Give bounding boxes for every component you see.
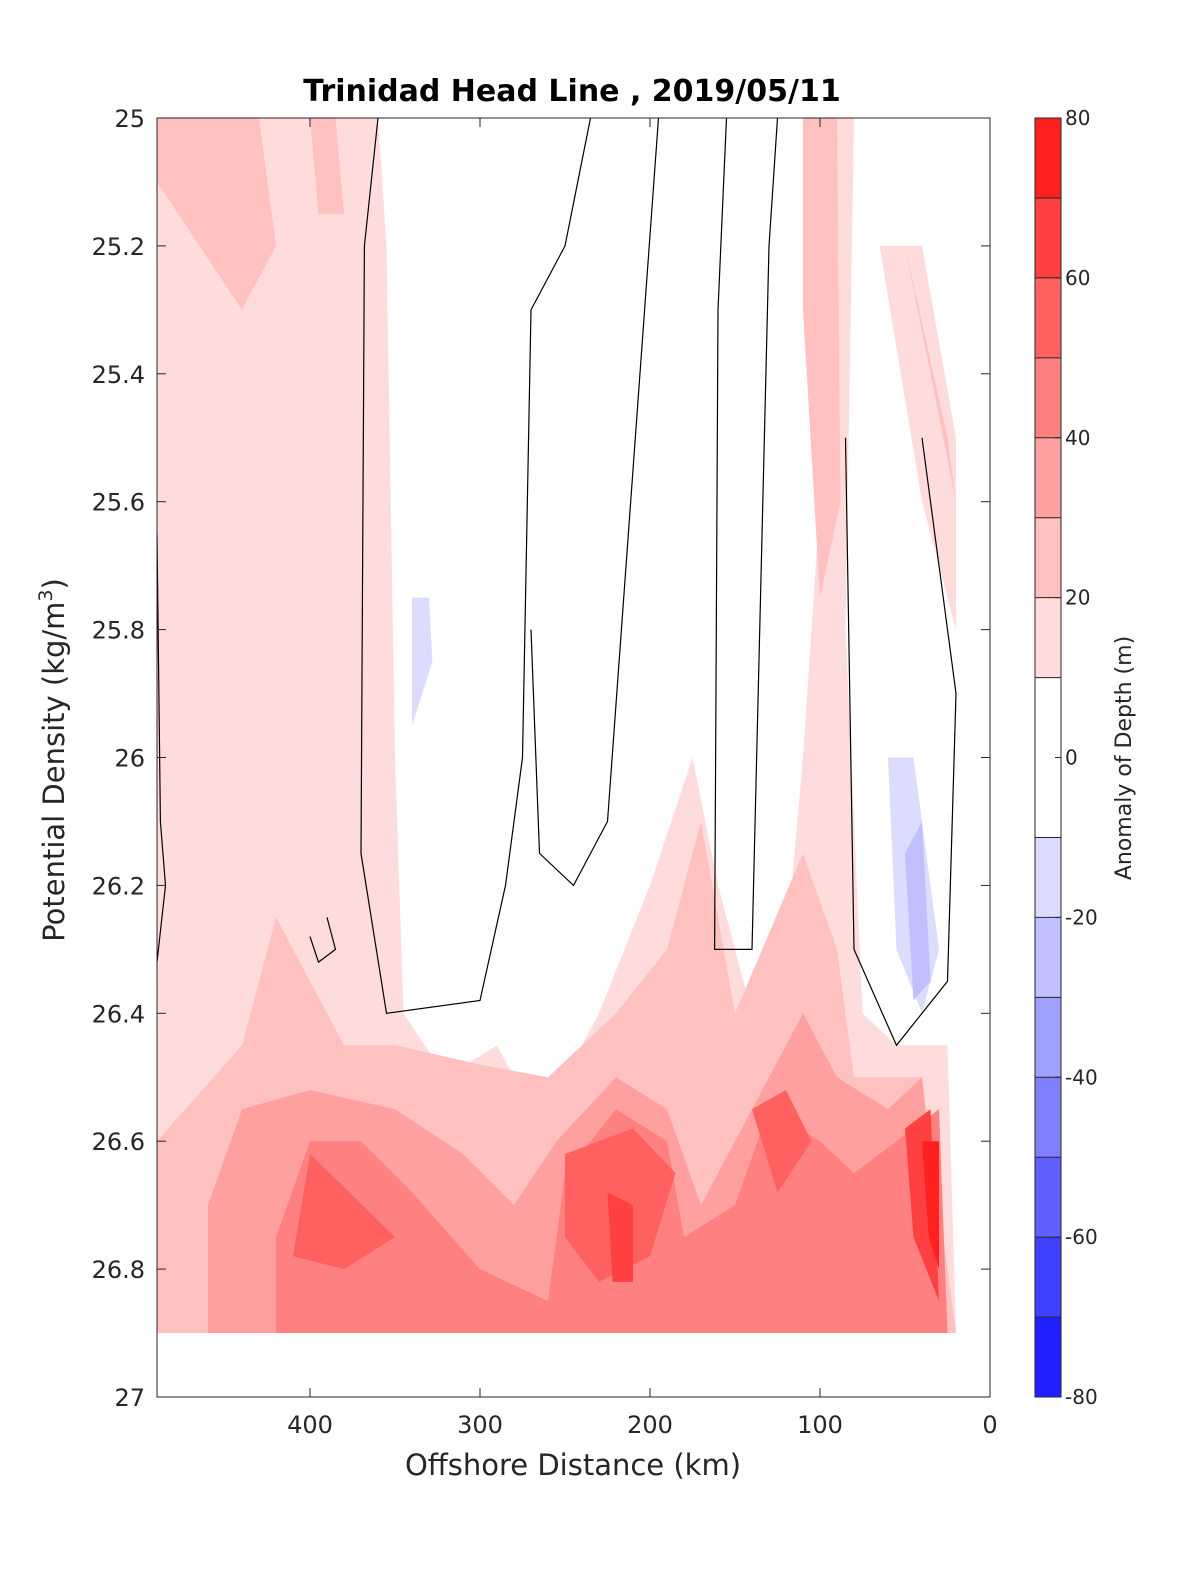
zero-contour-3 bbox=[713, 118, 779, 951]
chart-title: Trinidad Head Line , 2019/05/11 bbox=[303, 74, 840, 109]
plot-area: 400 300 200 100 0 25 25.2 25.4 25.6 25.8 26 26.2 26… bbox=[92, 105, 998, 1439]
colorbar-band bbox=[1035, 357, 1061, 438]
x-tick-label: 400 bbox=[287, 1411, 333, 1439]
y-tick-label: 25.6 bbox=[92, 489, 145, 517]
y-tick-label: 25.8 bbox=[92, 617, 145, 645]
colorbar-band bbox=[1035, 197, 1061, 278]
colorbar-band bbox=[1035, 837, 1061, 918]
x-tick-label: 0 bbox=[982, 1411, 997, 1439]
y-axis-label-suffix: ) bbox=[37, 578, 71, 589]
filled-contours bbox=[157, 118, 956, 1333]
colorbar-tick-label: -20 bbox=[1065, 905, 1098, 929]
y-tick-label: 26.6 bbox=[92, 1128, 145, 1156]
colorbar: 80 60 40 20 0 -20 -40 -60 -80 Anomaly of Depth (… bbox=[1034, 106, 1137, 1409]
colorbar-label: Anomaly of Depth (m) bbox=[1112, 636, 1137, 880]
zero-contour-0 bbox=[157, 533, 167, 963]
x-axis-ticks: 400 300 200 100 0 bbox=[287, 118, 998, 1439]
colorbar-band bbox=[1035, 597, 1061, 678]
contour-region-3 bbox=[310, 118, 344, 214]
contour-region-4 bbox=[803, 118, 841, 598]
y-axis-ticks: 25 25.2 25.4 25.6 25.8 26 26.2 26.4 26.6 26.8 27 bbox=[92, 105, 990, 1412]
colorbar-band bbox=[1035, 997, 1061, 1078]
colorbar-tick-label: 20 bbox=[1065, 586, 1090, 610]
x-axis-label: Offshore Distance (km) bbox=[405, 1448, 741, 1482]
colorbar-tick-label: 60 bbox=[1065, 266, 1090, 290]
colorbar-tick-label: 80 bbox=[1065, 106, 1090, 130]
contour-region-11 bbox=[752, 1090, 812, 1193]
colorbar-band bbox=[1035, 118, 1061, 198]
y-axis-label-main: Potential Density (kg/m bbox=[37, 602, 71, 942]
colorbar-tick-label: 40 bbox=[1065, 426, 1090, 450]
y-axis-label: Potential Density (kg/m3) bbox=[35, 578, 71, 942]
y-axis-label-superscript: 3 bbox=[35, 589, 57, 601]
zero-contour-lines bbox=[157, 118, 957, 1047]
x-tick-label: 200 bbox=[627, 1411, 673, 1439]
y-tick-label: 27 bbox=[114, 1384, 145, 1412]
colorbar-tick-label: -40 bbox=[1065, 1065, 1098, 1089]
contour-region-2 bbox=[157, 118, 276, 310]
contour-region-1 bbox=[879, 245, 956, 630]
y-tick-label: 26.2 bbox=[92, 872, 145, 900]
contour-region-14 bbox=[922, 1141, 939, 1270]
colorbar-tick-label: -80 bbox=[1065, 1385, 1098, 1409]
colorbar-band bbox=[1035, 1237, 1061, 1318]
colorbar-ticks: 80 60 40 20 0 -20 -40 -60 -80 bbox=[1055, 106, 1098, 1409]
colorbar-band bbox=[1035, 437, 1061, 518]
colorbar-band bbox=[1035, 1317, 1061, 1397]
y-tick-label: 26 bbox=[114, 745, 145, 773]
colorbar-band bbox=[1035, 277, 1061, 358]
colorbar-band bbox=[1035, 917, 1061, 998]
contour-region-12 bbox=[607, 1192, 633, 1282]
contour-region-9 bbox=[293, 1154, 395, 1270]
contour-region-19 bbox=[412, 597, 433, 726]
colorbar-bands bbox=[1035, 118, 1061, 1397]
y-tick-label: 25 bbox=[114, 105, 145, 133]
y-tick-label: 25.2 bbox=[92, 233, 145, 261]
contour-region-16 bbox=[582, 245, 667, 694]
colorbar-tick-label: 0 bbox=[1065, 746, 1078, 770]
contour-region-5 bbox=[905, 245, 956, 502]
x-tick-label: 100 bbox=[797, 1411, 843, 1439]
colorbar-tick-label: -60 bbox=[1065, 1225, 1098, 1249]
colorbar-band bbox=[1035, 517, 1061, 598]
y-tick-label: 26.8 bbox=[92, 1256, 145, 1284]
y-tick-label: 26.4 bbox=[92, 1000, 145, 1028]
colorbar-band bbox=[1035, 1077, 1061, 1158]
contour-region-21 bbox=[905, 821, 931, 1001]
zero-contour-2 bbox=[530, 118, 660, 887]
y-tick-label: 25.4 bbox=[92, 361, 145, 389]
zero-contour-4 bbox=[309, 917, 337, 964]
zero-contour-5 bbox=[844, 437, 957, 1047]
x-tick-label: 300 bbox=[457, 1411, 503, 1439]
colorbar-band bbox=[1035, 1157, 1061, 1238]
contour-region-15 bbox=[403, 245, 480, 886]
zero-contour-1 bbox=[360, 118, 592, 1014]
